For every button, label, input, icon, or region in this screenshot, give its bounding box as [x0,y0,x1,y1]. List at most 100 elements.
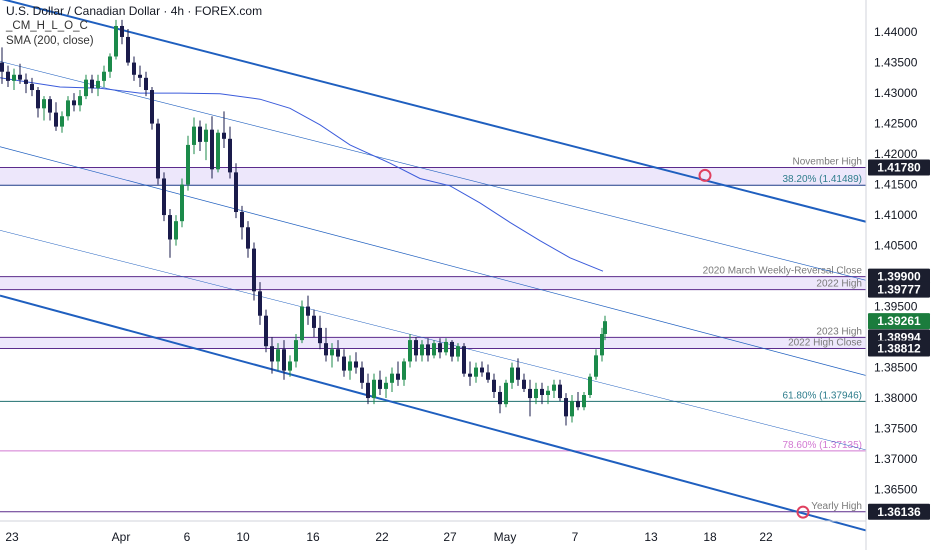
candle-body [498,391,502,405]
candle-43 [258,282,262,325]
price-badge-3 [868,281,930,298]
candle-body [198,126,202,142]
x-tick-label-8: 7 [572,530,579,544]
candle-78 [468,361,472,386]
y-tick-label-14: 1.36500 [874,483,918,497]
candle-31 [186,135,190,191]
x-tick-label-9: 13 [644,530,658,544]
candle-59 [354,352,358,374]
candle-25 [150,86,154,130]
candle-body [288,361,292,371]
candle-body [432,343,436,356]
y-tick-label-5: 1.41500 [874,178,918,192]
candle-81 [486,364,490,383]
candle-body [510,367,514,383]
x-tick-label-5: 22 [375,530,389,544]
candle-body [486,372,490,380]
y-tick-label-6: 1.41000 [874,208,918,222]
candle-body [294,340,298,362]
y-tick-label-13: 1.37000 [874,452,918,466]
candle-body [384,382,388,389]
x-tick-label-10: 18 [703,530,717,544]
candle-101 [603,315,607,341]
candle-83 [498,385,502,414]
candle-16 [96,74,100,97]
candle-74 [444,338,448,356]
candle-93 [558,379,562,402]
candle-body [66,100,70,117]
candle-body [456,346,460,357]
candle-72 [432,340,436,359]
candle-96 [576,391,580,411]
candle-body [396,373,400,380]
candle-body [414,340,418,356]
price-badge-2 [868,268,930,285]
candle-body [246,227,250,249]
price-badge-5 [868,340,930,357]
markers-layer [698,168,810,519]
candle-body [78,96,82,106]
candle-26 [156,118,160,185]
price-badge-0 [868,159,930,176]
candle-body [528,388,532,399]
candle-49 [294,334,298,368]
candle-body [534,388,538,399]
candle-70 [420,340,424,362]
candle-12 [72,93,76,112]
price-badge-label-8: 1.36136 [877,505,921,519]
candle-67 [402,358,406,386]
candle-18 [108,53,112,78]
candle-61 [366,373,370,405]
candle-9 [54,102,58,131]
candle-54 [324,327,328,362]
candle-32 [192,117,196,155]
x-tick-label-1: Apr [112,530,131,544]
x-tick-label-6: 27 [443,530,457,544]
candle-30 [180,178,184,228]
candle-21 [126,29,130,66]
candle-29 [174,215,178,246]
candle-body [90,79,94,89]
candle-34 [204,123,208,161]
candle-body [366,382,370,399]
candle-body [468,373,472,377]
sma-200-line [0,77,604,272]
candle-body [252,248,256,292]
price-badge-label-3: 1.39777 [877,283,921,297]
candle-80 [480,361,484,377]
last-price-badge [868,313,930,330]
candle-body [420,344,424,356]
candle-56 [336,340,340,362]
indicator-hloc[interactable]: _CM_H_L_O_C [6,20,88,32]
candle-body [24,79,28,84]
trendline-channel-mid-3 [0,230,867,451]
marker-november-high [698,168,712,182]
candle-body [150,90,154,124]
candle-69 [414,337,418,362]
candle-52 [312,309,316,338]
candle-66 [396,361,400,386]
candle-body [210,129,214,170]
candle-body [570,401,574,417]
indicator-sma[interactable]: SMA (200, close) [6,35,94,47]
candle-body [84,79,88,97]
candle-86 [516,358,520,386]
levels-layer: November High 38.20% (1.41489) 2020 March … [0,156,866,513]
candle-53 [318,315,322,350]
candle-6 [36,86,40,118]
candle-body [18,74,22,80]
candle-body [30,83,34,91]
candle-body [144,77,148,91]
candle-36 [216,129,220,173]
candle-39 [234,163,238,219]
candle-body [48,99,52,113]
candle-body [186,144,190,185]
candle-0 [0,47,4,84]
candle-body [192,126,196,145]
candle-body [96,80,100,89]
candle-body [558,384,562,399]
candle-1 [6,65,10,87]
candle-body [216,132,220,170]
